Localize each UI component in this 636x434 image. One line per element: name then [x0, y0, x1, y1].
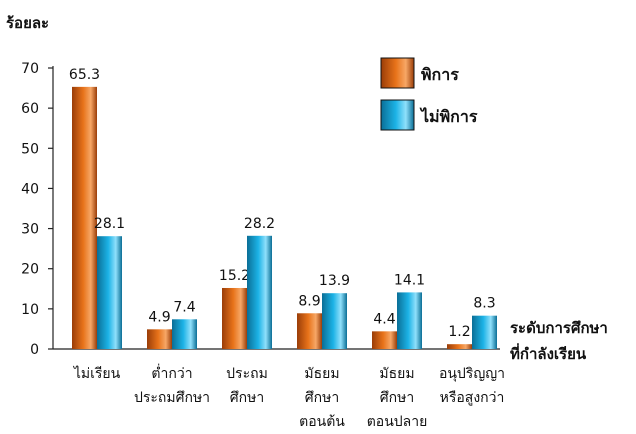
bar — [222, 287, 247, 349]
y-tick-label: 20 — [21, 262, 39, 278]
bars: 65.3 28.1 4.97.4 15.2 28.2 8.9 13.9 4.4 14.1 1.28… — [69, 67, 497, 350]
y-tick-label: 0 — [30, 342, 39, 358]
data-label: 8.9 — [298, 293, 320, 309]
data-label: 4.9 — [148, 309, 170, 325]
category-label: ศึกษา — [230, 390, 264, 406]
y-tick-label: 10 — [21, 302, 39, 318]
data-label: 1.2 — [448, 324, 470, 340]
legend-label: พิการ — [421, 65, 459, 84]
category-label: มัธยม — [379, 366, 414, 382]
bar — [72, 86, 97, 350]
data-label: 7.4 — [173, 299, 195, 315]
category-label: หรือสูงกว่า — [440, 390, 505, 406]
y-axis-label: ร้อยละ — [6, 14, 49, 32]
bar — [372, 331, 397, 349]
legend-label: ไม่พิการ — [419, 107, 478, 126]
x-axis-label: ที่กำลังเรียน — [510, 343, 587, 363]
category-label: ตอนต้น — [299, 414, 345, 430]
data-label: 14.1 — [394, 272, 425, 288]
category-label: ต่ำกว่า — [151, 364, 192, 382]
y-tick-label: 60 — [21, 101, 39, 117]
y-tick-label: 70 — [21, 61, 39, 77]
data-label: 28.1 — [94, 216, 125, 232]
category-label: ประถม — [226, 366, 268, 382]
bar — [147, 329, 172, 349]
y-tick-label: 50 — [21, 141, 39, 157]
y-tick-label: 30 — [21, 222, 39, 238]
legend-swatch — [380, 99, 415, 131]
bar — [397, 292, 422, 349]
category-label: อนุปริญญา — [439, 366, 505, 382]
category-label: ประถมศึกษา — [134, 390, 210, 406]
data-label: 28.2 — [244, 216, 275, 232]
data-label: 65.3 — [69, 67, 100, 83]
axes: 0 10 20 30 40 50 60 70 ระดับการศึกษาที่กำลังเรีย… — [21, 61, 608, 430]
x-axis-label: ระดับการศึกษา — [510, 319, 608, 337]
category-label: ศึกษา — [380, 390, 414, 406]
data-label: 4.4 — [373, 311, 395, 327]
data-label: 13.9 — [319, 273, 350, 289]
category-label: มัธยม — [304, 366, 339, 382]
data-label: 15.2 — [219, 268, 250, 284]
bar — [297, 313, 322, 349]
category-label: ตอนปลาย — [367, 414, 428, 430]
bar — [97, 236, 122, 349]
bar — [322, 293, 347, 349]
bar — [472, 315, 497, 349]
legend-swatch — [380, 57, 415, 89]
category-label: ศึกษา — [305, 390, 339, 406]
y-tick-label: 40 — [21, 181, 39, 197]
bar — [172, 319, 197, 349]
bar — [247, 235, 272, 349]
bar — [447, 344, 472, 349]
data-label: 8.3 — [473, 296, 495, 312]
category-label: ไม่เรียน — [73, 365, 121, 382]
